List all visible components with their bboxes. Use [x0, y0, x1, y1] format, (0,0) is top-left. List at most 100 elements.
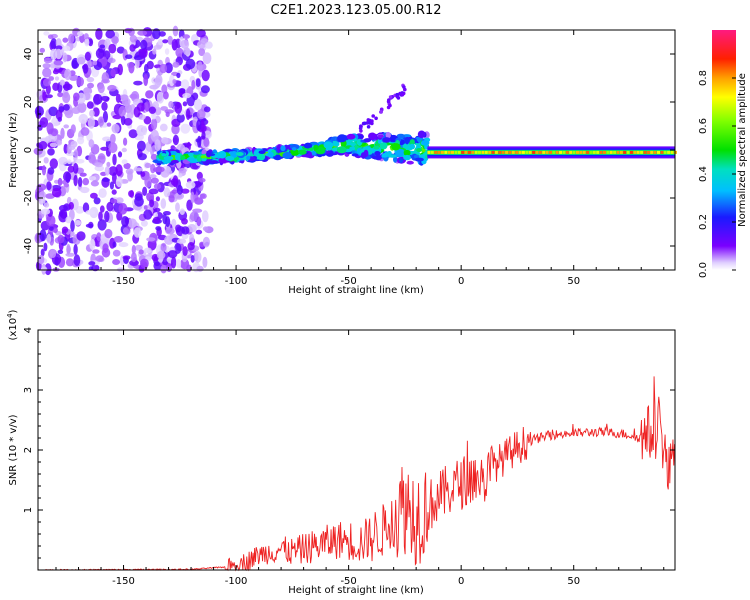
noise-blob — [153, 183, 162, 190]
line-core — [464, 150, 468, 154]
spectrogram-y-tick-label: -20 — [23, 190, 34, 206]
noise-blob — [152, 216, 161, 224]
ridge-blob — [161, 153, 167, 157]
noise-blob — [129, 259, 139, 266]
noise-blob — [36, 183, 47, 191]
drift-blob — [371, 114, 376, 118]
noise-blob — [201, 131, 206, 140]
noise-blob — [140, 220, 148, 227]
line-core — [596, 150, 600, 154]
noise-blob — [87, 116, 95, 129]
noise-blob — [202, 52, 212, 65]
noise-blob — [87, 82, 94, 89]
noise-blob — [186, 199, 193, 211]
line-core — [488, 150, 492, 154]
noise-blob — [183, 47, 191, 56]
snr-y-tick-label: 4 — [23, 327, 34, 333]
line-core — [518, 150, 522, 154]
noise-blob — [65, 216, 72, 224]
noise-blob — [108, 43, 117, 54]
noise-blob — [195, 229, 203, 235]
noise-blob — [105, 29, 115, 39]
ridge-blob — [280, 145, 286, 152]
spectrogram-x-tick-label: -100 — [225, 276, 248, 287]
ridge-blob — [200, 155, 207, 159]
noise-blob — [150, 129, 159, 142]
noise-blob — [55, 109, 63, 121]
line-core — [549, 150, 552, 154]
noise-blob — [133, 227, 142, 238]
noise-blob — [200, 193, 207, 199]
drift-blob — [379, 110, 384, 114]
noise-blob — [42, 78, 51, 87]
noise-blob — [117, 151, 123, 158]
noise-blob — [155, 196, 160, 202]
ridge-blob — [163, 156, 174, 161]
ridge-blob — [381, 153, 389, 158]
line-core — [589, 150, 593, 154]
noise-blob — [121, 216, 129, 227]
noise-blob — [40, 266, 48, 272]
ridge-blob — [417, 130, 426, 139]
ridge-blob — [416, 148, 423, 152]
noise-blob — [170, 178, 179, 186]
snr-y-scale-suffix: ) — [8, 309, 19, 313]
noise-blob — [161, 137, 169, 144]
noise-blob — [171, 189, 179, 194]
line-core — [613, 150, 617, 154]
noise-blob — [107, 84, 117, 92]
noise-blob — [172, 61, 180, 68]
noise-blob — [134, 196, 144, 207]
drift-blob — [359, 124, 363, 128]
noise-blob — [62, 52, 68, 63]
line-core — [440, 150, 444, 154]
noise-blob — [110, 133, 116, 144]
ridge-blob — [403, 149, 411, 156]
noise-blob — [73, 174, 78, 187]
noise-blob — [100, 96, 110, 101]
noise-blob — [82, 177, 90, 186]
spectrogram-x-tick-label: 50 — [567, 276, 580, 287]
noise-blob — [92, 249, 100, 254]
ridge-blob — [179, 155, 186, 161]
noise-blob — [79, 186, 90, 194]
noise-blob — [176, 113, 185, 123]
noise-blob — [59, 79, 65, 86]
noise-blob — [153, 64, 162, 69]
noise-blob — [133, 106, 141, 118]
noise-blob — [99, 205, 105, 213]
noise-blob — [112, 153, 117, 166]
noise-blob — [51, 187, 62, 198]
noise-blob — [138, 114, 146, 120]
ridge-blob — [174, 153, 181, 161]
ridge-blob — [396, 133, 405, 139]
drift-blob — [398, 91, 402, 96]
noise-blob — [38, 254, 45, 265]
line-core — [457, 150, 461, 154]
ridge-blob — [290, 149, 300, 156]
noise-blob — [89, 176, 97, 181]
noise-blob — [53, 60, 64, 66]
noise-blob — [64, 68, 72, 81]
ridge-blob — [346, 133, 356, 140]
ridge-blob — [406, 160, 414, 165]
noise-blob — [201, 69, 210, 82]
line-core — [603, 150, 606, 154]
noise-blob — [164, 48, 170, 55]
noise-blob — [144, 101, 151, 112]
line-core — [565, 150, 569, 154]
noise-blob — [52, 69, 60, 75]
noise-blob — [194, 251, 202, 263]
drift-blob — [388, 95, 393, 99]
noise-blob — [151, 118, 158, 131]
line-core — [535, 150, 539, 154]
noise-blob — [118, 203, 128, 215]
ridge-blob — [371, 155, 382, 160]
noise-blob — [163, 187, 171, 198]
noise-blob — [98, 188, 107, 199]
colorbar-tick-label: 0.0 — [698, 262, 709, 278]
ridge-blob — [171, 159, 179, 164]
noise-blob — [49, 158, 58, 169]
colorbar-label: Normalized spectral amplitude — [737, 73, 748, 227]
